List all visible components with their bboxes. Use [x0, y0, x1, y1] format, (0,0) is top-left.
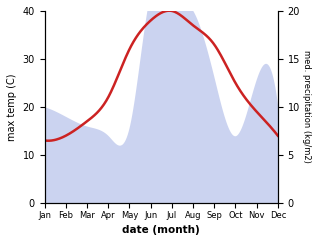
Y-axis label: max temp (C): max temp (C) — [7, 73, 17, 141]
X-axis label: date (month): date (month) — [122, 225, 200, 235]
Y-axis label: med. precipitation (kg/m2): med. precipitation (kg/m2) — [302, 51, 311, 163]
